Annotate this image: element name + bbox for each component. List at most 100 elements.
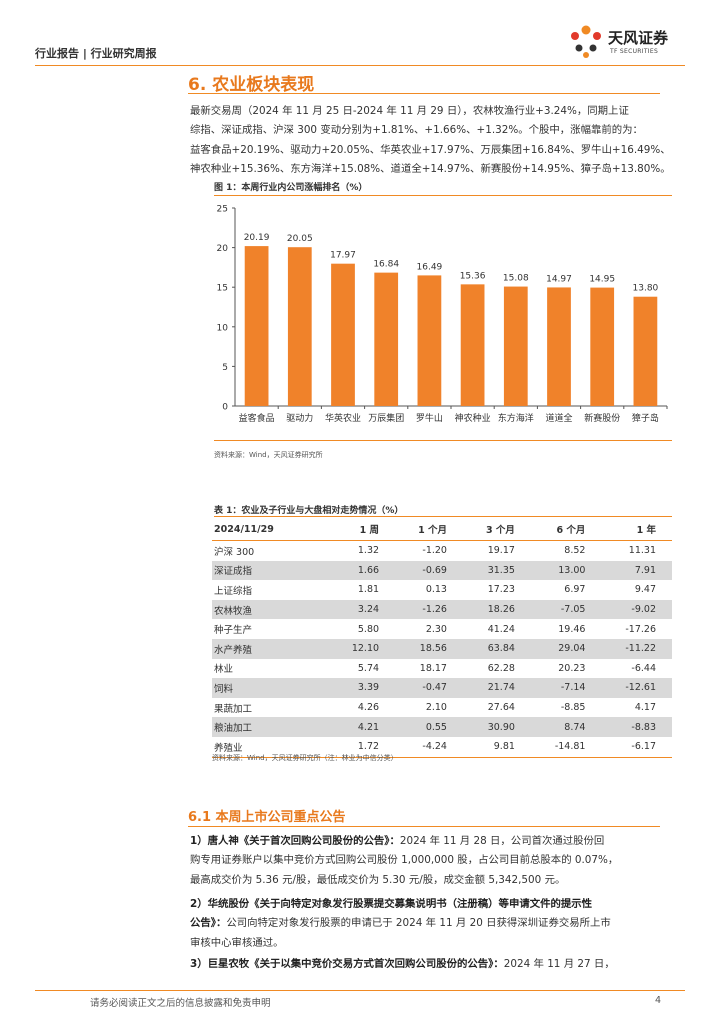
y-tick-label: 15	[217, 284, 228, 294]
bar	[287, 247, 312, 406]
col-6m: 19.46	[558, 623, 586, 635]
col-3m: 18.26	[462, 599, 531, 620]
category-label: 神农种业	[455, 412, 491, 424]
figure-source: 资料来源：Wind，天风证券研究所	[214, 451, 323, 459]
col-1w: 5.80	[357, 623, 380, 635]
announcement-line: 购专用证券账户以集中竞价方式回购公司股份 1,000,000 股，占公司目前总股…	[190, 854, 619, 867]
col-1y: 11.31	[628, 545, 656, 557]
y-tick-label: 20	[217, 244, 229, 254]
announcement-heading: 3）巨星农牧《关于以集中竞价交易方式首次回购公司股份的公告》：	[190, 958, 504, 970]
bar	[590, 287, 615, 406]
table-row: 果蔬加工 4.26 2.10 27.64 -8.85 4.17	[212, 698, 672, 718]
col-1y: -6.44	[631, 662, 656, 674]
company-logo: 天风证券 TF SECURITIES	[566, 24, 676, 60]
y-tick-label: 10	[217, 323, 229, 333]
row-label: 林业	[214, 664, 234, 676]
col-3m: 9.81	[462, 736, 531, 758]
section-paragraph: 最新交易周（2024 年 11 月 25 日-2024 年 11 月 29 日）…	[190, 102, 671, 179]
col-1w: 1.32	[357, 545, 380, 557]
col-header-1w: 1 周	[329, 518, 396, 541]
row-label: 农林牧渔	[212, 599, 330, 620]
category-label: 驱动力	[286, 412, 313, 424]
col-header-3m: 3 个月	[462, 518, 531, 541]
table-header-row: 2024/11/29 1 周 1 个月 3 个月 6 个月 1 年	[212, 518, 672, 541]
bar	[331, 263, 355, 406]
col-1y: -8.83	[601, 717, 672, 737]
row-label: 种子生产	[214, 625, 253, 637]
figure-bottom-rule	[214, 440, 672, 441]
announcement-line: 公告》：公司向特定对象发行股票的申请已于 2024 年 11 月 20 日获得深…	[190, 914, 664, 933]
announcement-line: 3）巨星农牧《关于以集中竞价交易方式首次回购公司股份的公告》：2024 年 11…	[190, 955, 664, 974]
col-1w: 1.81	[357, 584, 380, 596]
bar	[633, 296, 658, 406]
col-1m: -1.20	[422, 545, 447, 557]
table-row: 水产养殖 12.10 18.56 63.84 29.04 -11.22	[212, 638, 672, 659]
col-1w: 3.39	[329, 678, 396, 698]
data-label: 14.97	[546, 274, 572, 284]
col-1y: 4.17	[634, 702, 656, 714]
table-caption-rule	[214, 516, 672, 517]
header-rule	[35, 65, 685, 66]
col-1y: -9.02	[601, 599, 672, 620]
logo-mark-icon	[571, 25, 601, 58]
category-label: 道道全	[545, 412, 572, 424]
col-3m: 31.35	[462, 560, 531, 581]
col-1y: -12.61	[601, 678, 672, 698]
bar	[547, 287, 571, 406]
col-6m: 13.00	[530, 560, 602, 581]
data-label: 20.05	[287, 234, 313, 244]
data-label: 15.08	[503, 274, 529, 284]
category-label: 东方海洋	[498, 412, 534, 424]
table-row: 饲料 3.39 -0.47 21.74 -7.14 -12.61	[212, 678, 672, 698]
table-row: 上证综指 1.81 0.13 17.23 6.97 9.47	[212, 580, 672, 600]
col-6m: -7.14	[530, 678, 602, 698]
subsection-rule	[188, 826, 660, 827]
announcement-line: 1）唐人神《关于首次回购公司股份的公告》：2024 年 11 月 28 日，公司…	[190, 832, 664, 851]
table-row: 种子生产 5.80 2.30 41.24 19.46 -17.26	[212, 619, 672, 639]
col-1y: 7.91	[601, 560, 672, 581]
announcement-item: 1）唐人神《关于首次回购公司股份的公告》：2024 年 11 月 28 日，公司…	[190, 832, 664, 890]
y-tick-label: 5	[222, 363, 228, 373]
col-1w: 4.26	[357, 702, 380, 714]
col-3m: 30.90	[462, 717, 531, 737]
table-caption: 表 1：农业及子行业与大盘相对走势情况（%）	[214, 506, 404, 516]
col-header-date: 2024/11/29	[212, 518, 330, 541]
report-header-label: 行业报告 | 行业研究周报	[35, 47, 157, 60]
logo-text-cn: 天风证券	[608, 29, 669, 47]
paragraph-line: 综指、深证成指、沪深 300 变动分别为+1.81%、+1.66%、+1.32%…	[190, 124, 643, 137]
bar	[374, 272, 399, 406]
announcement-line: 审核中心审核通过。	[190, 936, 284, 949]
table-body: 沪深 300 1.32 -1.20 19.17 8.52 11.31 深证成指 1.66 -0.…	[212, 541, 672, 758]
row-label: 沪深 300	[214, 546, 255, 558]
col-1w: 5.74	[357, 662, 380, 674]
col-1m: -4.24	[395, 736, 463, 758]
paragraph-line: 益客食品+20.19%、驱动力+20.05%、华英农业+17.97%、万辰集团+…	[190, 143, 671, 156]
col-1m: -1.26	[395, 599, 463, 620]
subsection-title: 6.1 本周上市公司重点公告	[188, 810, 346, 825]
category-label: 华英农业	[325, 412, 361, 424]
row-label: 深证成指	[212, 560, 330, 581]
col-1w: 3.24	[329, 599, 396, 620]
col-header-1y: 1 年	[601, 518, 672, 541]
row-label: 上证综指	[214, 585, 253, 597]
category-label: 益客食品	[239, 412, 275, 424]
table-row: 粮油加工 4.21 0.55 30.90 8.74 -8.83	[212, 717, 672, 737]
row-label: 粮油加工	[212, 717, 330, 737]
announcement-heading: 1）唐人神《关于首次回购公司股份的公告》：	[190, 835, 400, 847]
col-6m: -7.05	[530, 599, 602, 620]
col-header-1m: 1 个月	[395, 518, 463, 541]
col-1m: -0.47	[395, 678, 463, 698]
table-row: 沪深 300 1.32 -1.20 19.17 8.52 11.31	[212, 541, 672, 561]
announcement-item: 3）巨星农牧《关于以集中竞价交易方式首次回购公司股份的公告》：2024 年 11…	[190, 955, 664, 974]
col-3m: 27.64	[487, 702, 515, 714]
col-1m: 2.10	[425, 702, 447, 714]
col-6m: -8.85	[560, 702, 586, 714]
col-1w: 1.66	[329, 560, 396, 581]
col-1m: 18.17	[419, 662, 447, 674]
bar-chart: 0 5 10 15 20 25 20.19 益客食品 20.05 驱动力 17.97 华英农业 16.8…	[217, 205, 668, 424]
bar	[417, 275, 442, 406]
col-3m: 19.17	[487, 545, 515, 557]
table-row: 农林牧渔 3.24 -1.26 18.26 -7.05 -9.02	[212, 599, 672, 620]
y-tick-label: 0	[222, 403, 228, 413]
col-6m: 29.04	[530, 638, 602, 659]
